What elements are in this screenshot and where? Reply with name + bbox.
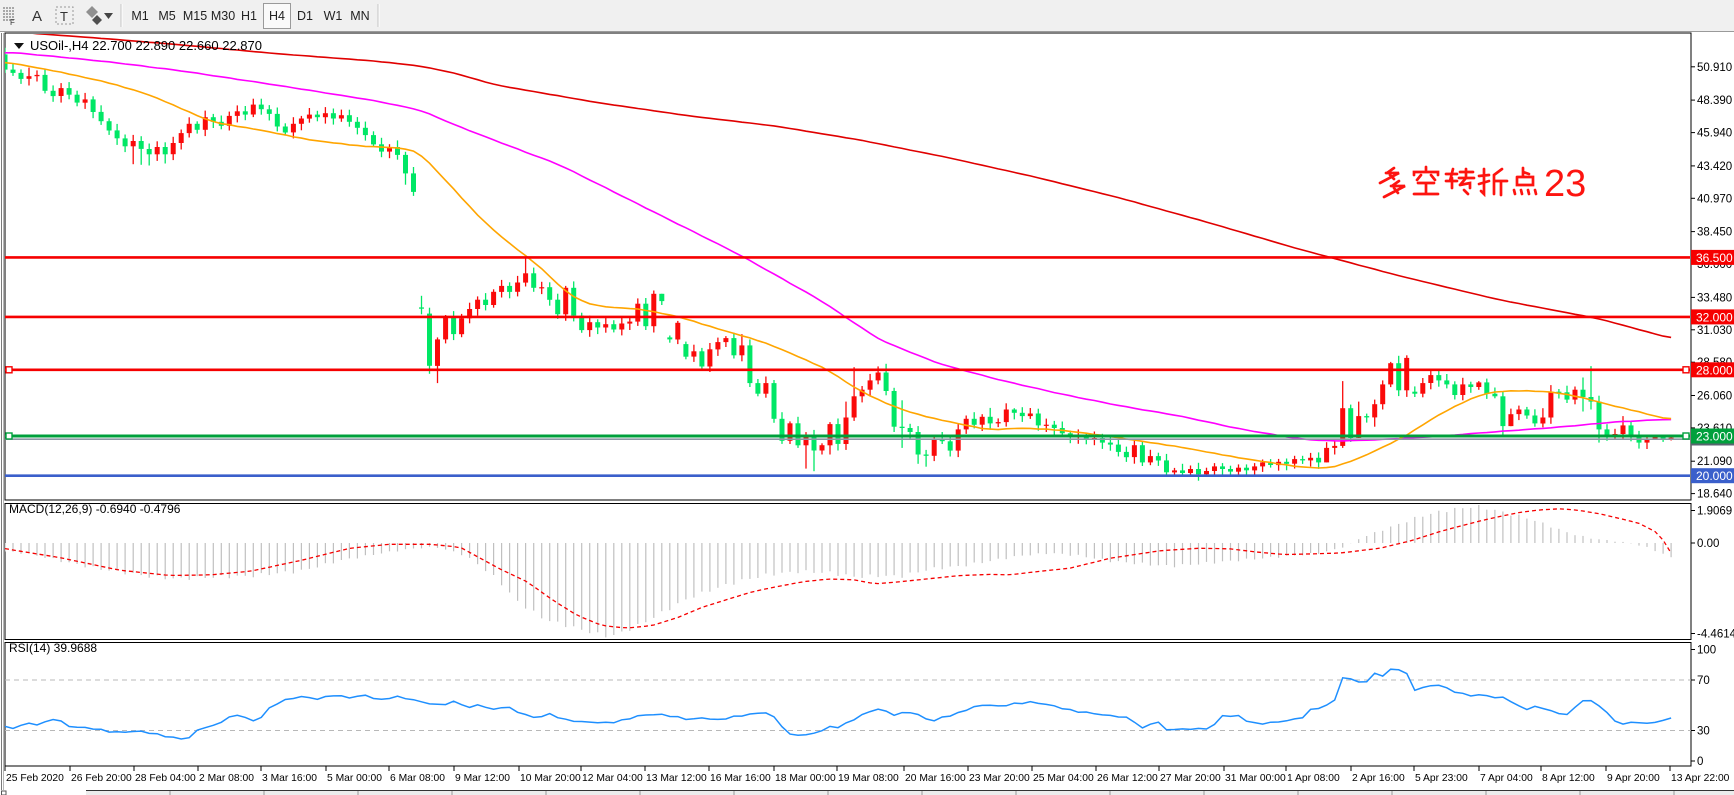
svg-text:13 Mar 12:00: 13 Mar 12:00 — [646, 773, 707, 784]
svg-text:0: 0 — [1697, 756, 1703, 768]
svg-text:7 Apr 04:00: 7 Apr 04:00 — [1480, 773, 1533, 784]
svg-text:70: 70 — [1697, 675, 1710, 687]
svg-text:23 Mar 20:00: 23 Mar 20:00 — [969, 773, 1030, 784]
svg-text:28.000: 28.000 — [1696, 363, 1733, 377]
svg-text:W1: W1 — [324, 9, 343, 23]
svg-text:21.090: 21.090 — [1697, 456, 1732, 468]
svg-text:27 Mar 20:00: 27 Mar 20:00 — [1160, 773, 1221, 784]
svg-text:23.000: 23.000 — [1696, 430, 1733, 444]
svg-text:MACD(12,26,9) -0.6940 -0.4796: MACD(12,26,9) -0.6940 -0.4796 — [9, 502, 181, 516]
svg-text:5 Mar 00:00: 5 Mar 00:00 — [327, 773, 382, 784]
svg-text:1 Apr 08:00: 1 Apr 08:00 — [1287, 773, 1340, 784]
svg-text:13 Apr 22:00: 13 Apr 22:00 — [1671, 773, 1730, 784]
svg-text:31.030: 31.030 — [1697, 325, 1732, 337]
svg-text:20.000: 20.000 — [1696, 469, 1733, 483]
svg-text:26 Mar 12:00: 26 Mar 12:00 — [1097, 773, 1158, 784]
svg-text:2 Mar 08:00: 2 Mar 08:00 — [199, 773, 254, 784]
svg-text:M5: M5 — [158, 9, 175, 23]
svg-text:M15: M15 — [183, 9, 207, 23]
svg-text:18 Mar 00:00: 18 Mar 00:00 — [775, 773, 836, 784]
svg-text:43.420: 43.420 — [1697, 161, 1732, 173]
svg-text:36.500: 36.500 — [1696, 251, 1733, 265]
svg-text:28 Feb 04:00: 28 Feb 04:00 — [135, 773, 196, 784]
svg-text:33.480: 33.480 — [1697, 292, 1732, 304]
svg-text:18.640: 18.640 — [1697, 489, 1732, 501]
svg-text:-4.4614: -4.4614 — [1697, 629, 1734, 641]
svg-text:40.970: 40.970 — [1697, 193, 1732, 205]
svg-text:9 Mar 12:00: 9 Mar 12:00 — [455, 773, 510, 784]
svg-text:F: F — [10, 18, 15, 27]
svg-text:0.00: 0.00 — [1697, 538, 1719, 550]
svg-text:12 Mar 04:00: 12 Mar 04:00 — [582, 773, 643, 784]
svg-text:2 Apr 16:00: 2 Apr 16:00 — [1352, 773, 1405, 784]
svg-text:H1: H1 — [241, 9, 257, 23]
svg-text:48.390: 48.390 — [1697, 95, 1732, 107]
svg-text:D1: D1 — [297, 9, 313, 23]
svg-text:MN: MN — [350, 9, 369, 23]
svg-text:50.910: 50.910 — [1697, 62, 1732, 74]
svg-text:25 Mar 04:00: 25 Mar 04:00 — [1033, 773, 1094, 784]
svg-text:19 Mar 08:00: 19 Mar 08:00 — [838, 773, 899, 784]
svg-text:A: A — [32, 8, 42, 25]
svg-text:M1: M1 — [131, 9, 148, 23]
svg-text:20 Mar 16:00: 20 Mar 16:00 — [905, 773, 966, 784]
svg-text:38.450: 38.450 — [1697, 227, 1732, 239]
svg-text:5 Apr 23:00: 5 Apr 23:00 — [1415, 773, 1468, 784]
svg-text:30: 30 — [1697, 726, 1710, 738]
svg-text:10 Mar 20:00: 10 Mar 20:00 — [520, 773, 581, 784]
svg-text:RSI(14) 39.9688: RSI(14) 39.9688 — [9, 641, 97, 655]
svg-text:1.9069: 1.9069 — [1697, 506, 1732, 518]
svg-text:32.000: 32.000 — [1696, 310, 1733, 324]
svg-text:16 Mar 16:00: 16 Mar 16:00 — [710, 773, 771, 784]
svg-text:USOil-,H4 22.700 22.890 22.66: USOil-,H4 22.700 22.890 22.660 22.870 — [30, 38, 262, 53]
svg-text:H4: H4 — [269, 9, 285, 23]
svg-text:25 Feb 2020: 25 Feb 2020 — [6, 773, 64, 784]
svg-text:26.060: 26.060 — [1697, 391, 1732, 403]
svg-text:6 Mar 08:00: 6 Mar 08:00 — [390, 773, 445, 784]
svg-text:26 Feb 20:00: 26 Feb 20:00 — [71, 773, 132, 784]
svg-text:8 Apr 12:00: 8 Apr 12:00 — [1542, 773, 1595, 784]
svg-text:T: T — [60, 9, 68, 24]
svg-text:3 Mar 16:00: 3 Mar 16:00 — [262, 773, 317, 784]
svg-text:31 Mar 00:00: 31 Mar 00:00 — [1225, 773, 1286, 784]
svg-text:M30: M30 — [211, 9, 235, 23]
svg-text:45.940: 45.940 — [1697, 128, 1732, 140]
svg-text:9 Apr 20:00: 9 Apr 20:00 — [1607, 773, 1660, 784]
svg-text:100: 100 — [1697, 645, 1716, 657]
svg-text:23: 23 — [1544, 163, 1586, 205]
